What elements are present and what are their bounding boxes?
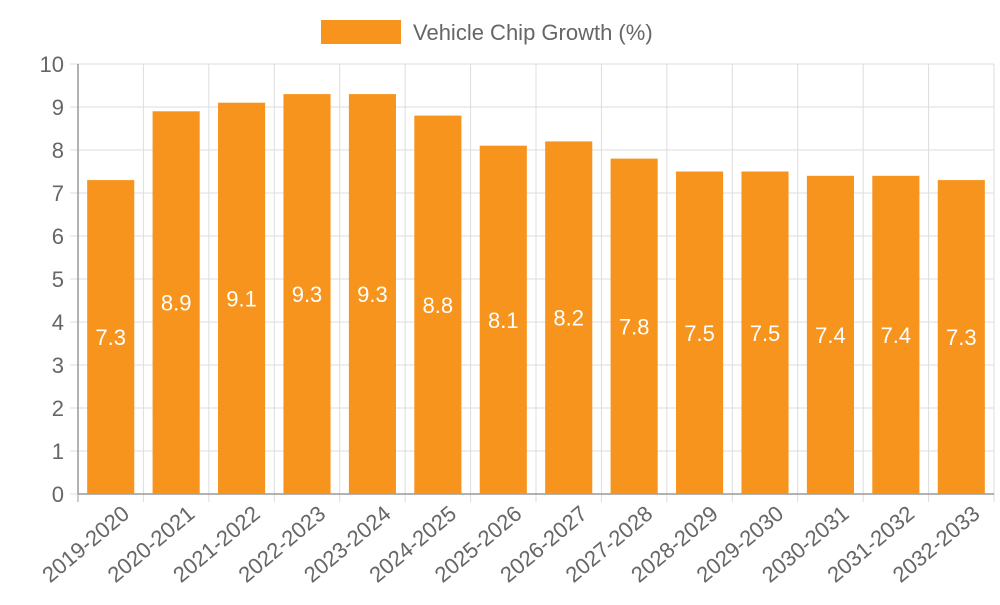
bar-value-label: 9.1 bbox=[226, 286, 257, 311]
bar[interactable] bbox=[872, 175, 920, 495]
y-tick-label: 7 bbox=[52, 181, 64, 206]
bar-value-label: 7.5 bbox=[684, 321, 715, 346]
bar[interactable] bbox=[87, 180, 135, 494]
y-tick-label: 1 bbox=[52, 439, 64, 464]
bar-value-label: 8.1 bbox=[488, 308, 519, 333]
legend-label[interactable]: Vehicle Chip Growth (%) bbox=[413, 20, 653, 45]
bar-value-label: 7.4 bbox=[881, 323, 912, 348]
bar-value-label: 7.3 bbox=[95, 325, 126, 350]
bar[interactable] bbox=[479, 145, 527, 494]
bars bbox=[87, 94, 985, 495]
bar-value-label: 7.4 bbox=[815, 323, 846, 348]
bar[interactable] bbox=[348, 94, 396, 494]
bar-value-label: 8.9 bbox=[161, 291, 192, 316]
data-labels: 7.3 8.9 9.1 9.3 9.3 8.8 8.1 8.2 7.8 7.5 7.5 7.4 7.4 7… bbox=[95, 282, 976, 350]
bar-value-label: 9.3 bbox=[292, 282, 323, 307]
bar-value-label: 7.5 bbox=[750, 321, 781, 346]
bar[interactable] bbox=[414, 115, 462, 494]
bar-value-label: 8.2 bbox=[553, 306, 584, 331]
y-tick-label: 9 bbox=[52, 95, 64, 120]
y-tick-label: 5 bbox=[52, 267, 64, 292]
y-tick-label: 3 bbox=[52, 353, 64, 378]
bar[interactable] bbox=[741, 171, 789, 495]
bar[interactable] bbox=[218, 102, 266, 494]
bar[interactable] bbox=[610, 158, 658, 494]
y-tick-label: 2 bbox=[52, 396, 64, 421]
y-tick-label: 4 bbox=[52, 310, 64, 335]
bar[interactable] bbox=[937, 180, 985, 494]
legend[interactable]: Vehicle Chip Growth (%) bbox=[321, 20, 653, 45]
y-tick-label: 10 bbox=[40, 52, 64, 77]
y-tick-label: 8 bbox=[52, 138, 64, 163]
y-tick-label: 6 bbox=[52, 224, 64, 249]
grid bbox=[70, 63, 995, 502]
bar-value-label: 9.3 bbox=[357, 282, 388, 307]
bar-value-label: 7.8 bbox=[619, 314, 650, 339]
bar[interactable] bbox=[676, 171, 724, 495]
bar[interactable] bbox=[152, 111, 200, 495]
bar-value-label: 7.3 bbox=[946, 325, 977, 350]
bar-value-label: 8.8 bbox=[423, 293, 454, 318]
bar[interactable] bbox=[545, 141, 593, 494]
y-tick-label: 0 bbox=[52, 482, 64, 507]
bar[interactable] bbox=[806, 175, 854, 495]
bar[interactable] bbox=[283, 94, 331, 494]
legend-swatch[interactable] bbox=[321, 20, 401, 44]
